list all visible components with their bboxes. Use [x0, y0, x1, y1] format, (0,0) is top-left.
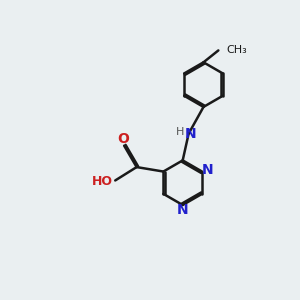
Text: O: O: [118, 132, 130, 146]
Text: N: N: [184, 127, 196, 141]
Text: N: N: [202, 163, 213, 177]
Text: N: N: [177, 203, 188, 218]
Text: H: H: [176, 127, 184, 137]
Text: CH₃: CH₃: [227, 45, 248, 56]
Text: HO: HO: [92, 176, 113, 188]
